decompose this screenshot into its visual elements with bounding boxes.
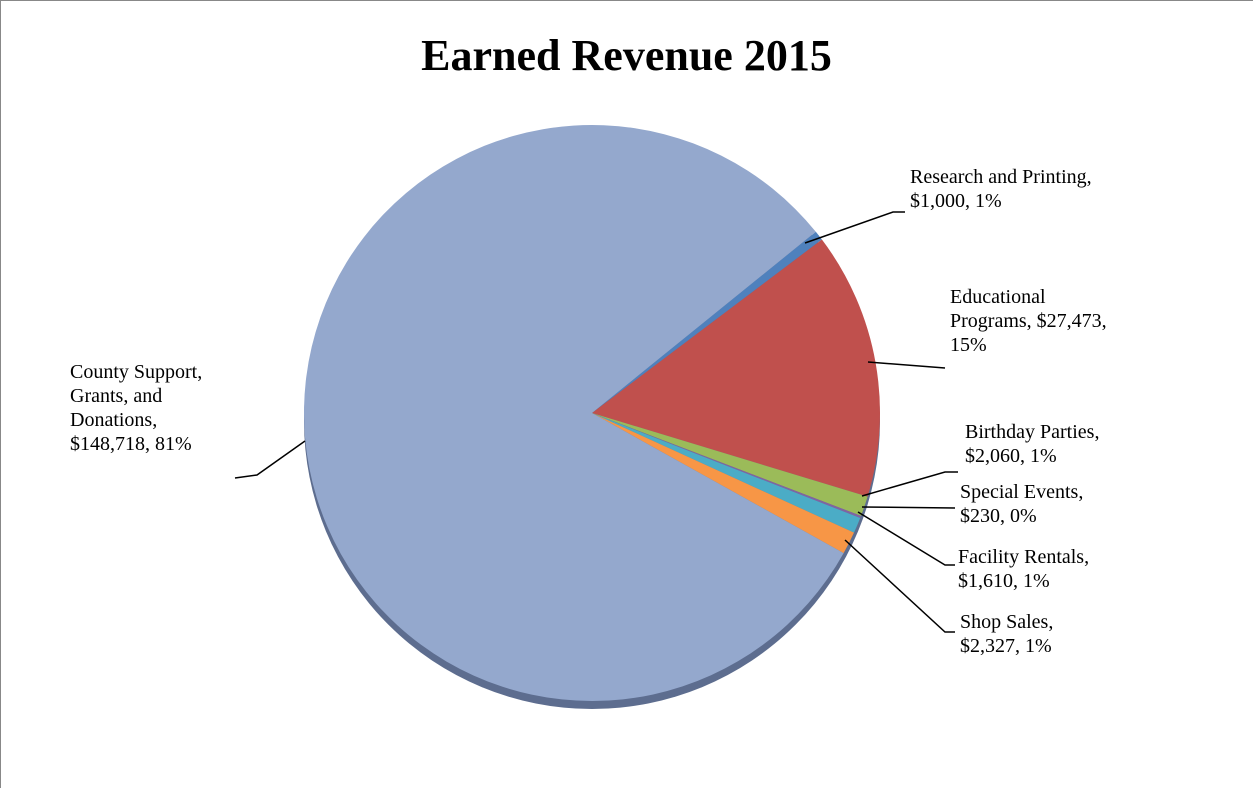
label-value: $148,718 [70,433,145,455]
label-value: $1,000 [910,190,965,212]
leader-line [234,440,306,479]
data-label: Shop Sales, $2,327, 1% [960,610,1080,658]
label-percent: 1% [975,190,1002,212]
label-category: Research and Printing [910,166,1087,188]
label-separator: , [1084,546,1090,568]
pie-slice [592,413,862,518]
data-label: Birthday Parties, $2,060, 1% [965,420,1150,468]
label-separator: , [1026,310,1037,332]
label-separator: , [145,433,155,455]
label-value: $2,060 [965,445,1020,467]
label-category: County Support, Grants, and Donations [70,361,203,431]
label-separator: , [1020,445,1030,467]
label-category: Educational Programs [950,286,1046,332]
label-category: Shop Sales [960,611,1049,633]
label-value: $2,327 [960,635,1015,657]
pie-slice [592,231,822,413]
pie-slice [592,239,880,497]
label-percent: 81% [155,433,192,455]
label-separator: , [965,190,975,212]
label-separator: , [1094,421,1100,443]
label-percent: 0% [1010,505,1037,527]
label-separator: , [1000,505,1010,527]
leader-line [857,511,955,566]
leader-line [804,211,905,244]
leader-line [861,471,958,497]
leader-line [867,361,946,369]
label-percent: 15% [950,334,987,356]
label-percent: 1% [1023,570,1050,592]
pie-slice [304,124,844,701]
label-separator: , [1078,481,1084,503]
label-separator: , [1015,635,1025,657]
label-separator: , [1013,570,1023,592]
leader-line [861,506,956,509]
label-separator: , [152,409,158,431]
label-category: Birthday Parties [965,421,1095,443]
chart-title: Earned Revenue 2015 [421,31,832,80]
data-label: Facility Rentals, $1,610, 1% [958,545,1118,593]
label-separator: , [1048,611,1054,633]
label-separator: , [1101,310,1107,332]
label-percent: 1% [1030,445,1057,467]
data-label: Special Events, $230, 0% [960,480,1120,528]
pie-slice [592,413,854,554]
label-category: Special Events [960,481,1079,503]
pie-slice [592,413,861,533]
data-label: Research and Printing, $1,000, 1% [910,165,1105,213]
label-value: $230 [960,505,1000,527]
label-percent: 1% [1025,635,1052,657]
pie-slice [592,413,868,516]
label-separator: , [1086,166,1092,188]
data-label: County Support, Grants, and Donations, $… [70,360,230,456]
label-value: $1,610 [958,570,1013,592]
data-label: Educational Programs, $27,473, 15% [950,285,1130,357]
label-value: $27,473 [1036,310,1102,332]
label-category: Facility Rentals [958,546,1085,568]
leader-line [844,539,955,633]
